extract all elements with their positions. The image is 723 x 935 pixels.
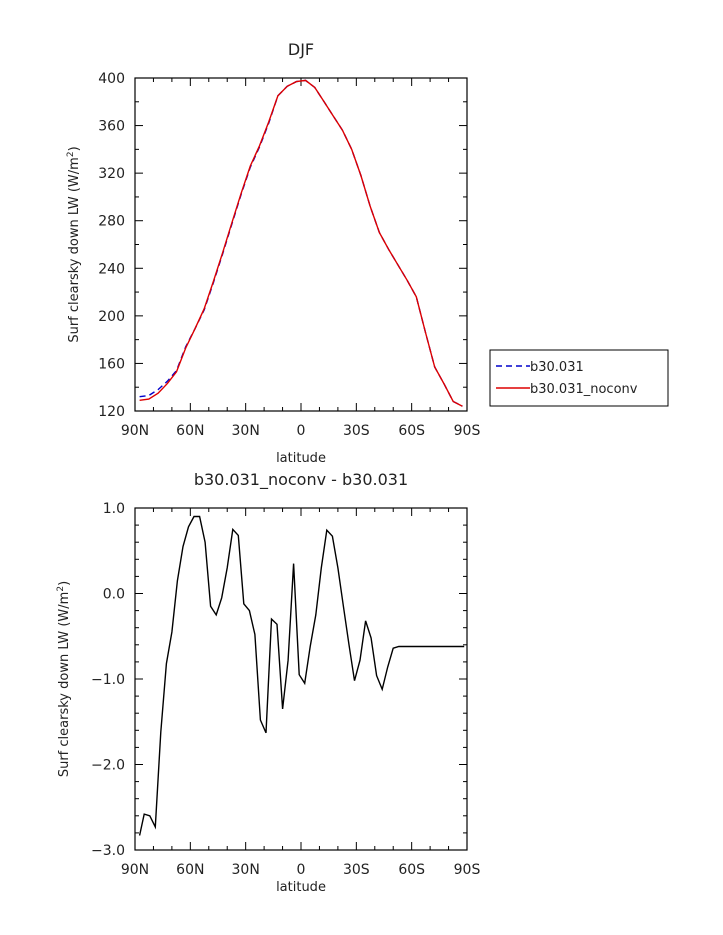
x-tick-label: 60N — [176, 862, 204, 878]
y-tick-label: 320 — [98, 166, 125, 182]
x-tick-label: 30S — [343, 862, 370, 878]
chart-title: b30.031_noconv - b30.031 — [194, 470, 408, 490]
y-tick-label: 200 — [98, 309, 125, 325]
plot-frame — [134, 77, 468, 412]
y-tick-label: 0.0 — [103, 587, 125, 603]
y-tick-label: −1.0 — [91, 672, 125, 688]
y-axis-label: Surf clearsky down LW (W/m2) — [56, 581, 72, 777]
y-tick-label: −2.0 — [91, 758, 125, 774]
series-line-diff-1 — [138, 515, 465, 836]
y-tick-label: 160 — [98, 356, 125, 372]
series-line-b30.031 — [139, 79, 463, 407]
series-line-b30.031_noconv — [139, 79, 463, 407]
y-tick-label: 280 — [98, 214, 125, 230]
legend: b30.031 b30.031_noconv — [489, 349, 669, 407]
x-tick-label: 0 — [297, 862, 306, 878]
chart-title: DJF — [288, 40, 314, 59]
x-tick-label: 30N — [232, 423, 260, 439]
y-axis-label: Surf clearsky down LW (W/m2) — [66, 146, 82, 342]
x-tick-label: 90S — [454, 423, 481, 439]
y-tick-label: −3.0 — [91, 843, 125, 859]
chart-1: 90N 60N 30N 0 30S 60S 90S 120 160 200 240 280 320 360… — [66, 40, 669, 466]
y-tick-label: 400 — [98, 71, 125, 87]
x-axis-label: latitude — [276, 451, 326, 466]
y-tick-label: 240 — [98, 261, 125, 277]
x-axis-label: latitude — [276, 880, 326, 895]
legend-box — [489, 349, 669, 407]
y-tick-label: 360 — [98, 119, 125, 135]
x-tick-label: 90N — [121, 862, 149, 878]
x-tick-label: 60S — [398, 862, 425, 878]
x-tick-label: 0 — [297, 423, 306, 439]
plot-frame — [134, 507, 468, 851]
x-tick-label: 30S — [343, 423, 370, 439]
legend-label: b30.031 — [530, 360, 584, 375]
x-tick-label: 30N — [232, 862, 260, 878]
y-tick-label: 1.0 — [103, 501, 125, 517]
y-tick-label: 120 — [98, 404, 125, 420]
legend-label: b30.031_noconv — [530, 382, 638, 397]
x-tick-label: 60N — [176, 423, 204, 439]
x-tick-label: 90N — [121, 423, 149, 439]
x-tick-label: 90S — [454, 862, 481, 878]
x-tick-label: 60S — [398, 423, 425, 439]
chart-2: 90N 60N 30N 0 30S 60S 90S −3.0 −2.0 −1.0 0.0 1.0 b30… — [56, 470, 480, 895]
